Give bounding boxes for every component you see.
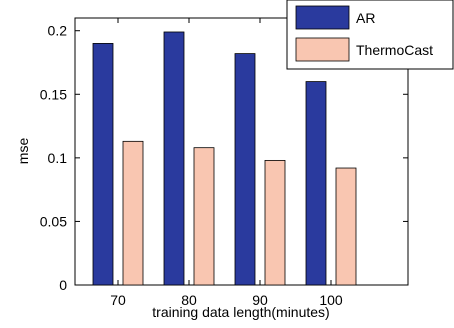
- y-tick-label: 0.1: [48, 150, 68, 166]
- y-tick-label: 0: [59, 277, 67, 293]
- legend-swatch-ar: [295, 5, 350, 30]
- bar-ar-90: [234, 53, 256, 286]
- legend: AR ThermoCast: [286, 0, 454, 70]
- y-tick-label: 0.05: [40, 213, 67, 229]
- bar-thermocast-80: [193, 147, 215, 286]
- x-axis-label: training data length(minutes): [152, 304, 329, 320]
- bar-thermocast-70: [122, 140, 144, 286]
- bar-ar-100: [305, 81, 327, 286]
- bar-ar-80: [163, 31, 185, 286]
- bar-thermocast-100: [335, 167, 357, 286]
- y-tick-label: 0.15: [40, 86, 67, 102]
- x-tick-label: 90: [252, 292, 268, 308]
- bars-group: [92, 31, 357, 286]
- x-tick-label: 100: [319, 292, 343, 308]
- legend-label-thermocast: ThermoCast: [356, 42, 433, 58]
- x-tick-label: 80: [181, 292, 197, 308]
- y-tick-label: 0.2: [48, 23, 68, 39]
- y-axis-label: mse: [15, 138, 31, 165]
- legend-label-ar: AR: [356, 10, 375, 26]
- bar-ar-70: [92, 43, 114, 286]
- bar-thermocast-90: [264, 159, 286, 286]
- x-tick-label: 70: [110, 292, 126, 308]
- legend-swatch-thermocast: [295, 37, 350, 62]
- y-ticks-group: 0 0.05 0.1 0.15 0.2: [40, 23, 408, 293]
- x-ticks-group: 70 80 90 100: [110, 18, 343, 308]
